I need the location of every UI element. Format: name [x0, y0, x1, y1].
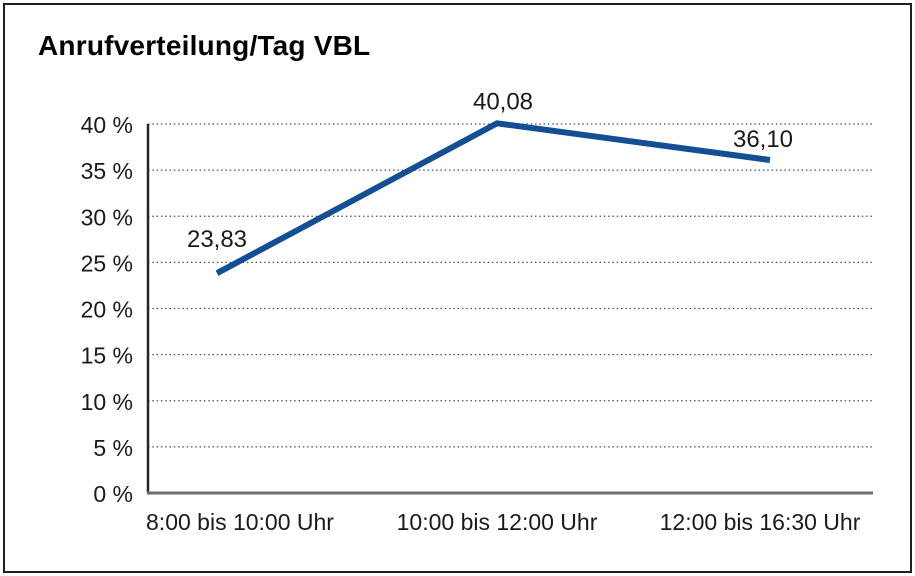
y-axis-tick-label: 15 % [81, 343, 133, 369]
data-point-label: 36,10 [733, 126, 793, 153]
x-axis-tick-label: 12:00 bis 16:30 Uhr [660, 509, 861, 535]
y-axis-tick-label: 40 % [81, 112, 133, 138]
x-axis-tick-label: 10:00 bis 12:00 Uhr [397, 509, 598, 535]
y-axis-tick-label: 0 % [93, 481, 133, 507]
y-axis-tick-label: 35 % [81, 158, 133, 184]
y-axis-tick-label: 5 % [93, 435, 133, 461]
x-axis-tick-label: 8:00 bis 10:00 Uhr [146, 509, 334, 535]
y-axis-tick-label: 10 % [81, 389, 133, 415]
y-axis-tick-label: 20 % [81, 297, 133, 323]
chart-title: Anrufverteilung/Tag VBL [38, 30, 371, 61]
data-point-label: 40,08 [473, 88, 533, 115]
y-axis-tick-label: 30 % [81, 204, 133, 230]
series-line [215, 120, 771, 276]
data-point-label: 23,83 [187, 226, 247, 253]
y-axis-tick-label: 25 % [81, 250, 133, 276]
